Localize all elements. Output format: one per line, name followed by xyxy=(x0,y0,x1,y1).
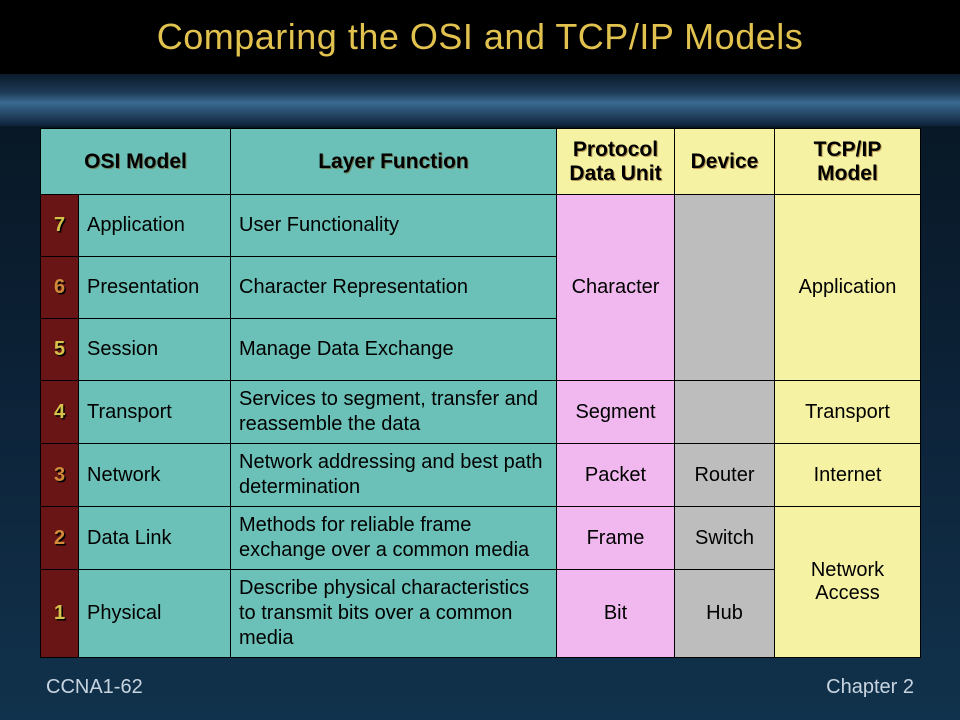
comparison-table: OSI Model Layer Function Protocol Data U… xyxy=(40,128,921,658)
device-765 xyxy=(675,195,775,381)
hdr-osi: OSI Model xyxy=(41,129,231,195)
layer-name: Physical xyxy=(79,570,231,658)
layer-name: Network xyxy=(79,444,231,507)
pdu-bit: Bit xyxy=(557,570,675,658)
device-4 xyxy=(675,381,775,444)
tcpip-application: Application xyxy=(775,195,921,381)
layer-func: Manage Data Exchange xyxy=(231,319,557,381)
page-title: Comparing the OSI and TCP/IP Models xyxy=(157,16,803,58)
layer-num: 2 xyxy=(41,507,79,570)
layer-num: 6 xyxy=(41,257,79,319)
pdu-packet: Packet xyxy=(557,444,675,507)
layer-func: Services to segment, transfer and reasse… xyxy=(231,381,557,444)
device-hub: Hub xyxy=(675,570,775,658)
table-row: 7 Application User Functionality Charact… xyxy=(41,195,921,257)
layer-func: Network addressing and best path determi… xyxy=(231,444,557,507)
tcpip-transport: Transport xyxy=(775,381,921,444)
footer-left: CCNA1-62 xyxy=(46,676,143,699)
layer-num: 3 xyxy=(41,444,79,507)
pdu-character: Character xyxy=(557,195,675,381)
layer-num: 4 xyxy=(41,381,79,444)
table-row: 3 Network Network addressing and best pa… xyxy=(41,444,921,507)
tcpip-internet: Internet xyxy=(775,444,921,507)
footer-right: Chapter 2 xyxy=(826,676,914,699)
table-header-row: OSI Model Layer Function Protocol Data U… xyxy=(41,129,921,195)
layer-name: Transport xyxy=(79,381,231,444)
device-router: Router xyxy=(675,444,775,507)
layer-name: Session xyxy=(79,319,231,381)
layer-func: Methods for reliable frame exchange over… xyxy=(231,507,557,570)
layer-name: Application xyxy=(79,195,231,257)
device-switch: Switch xyxy=(675,507,775,570)
tcpip-network-access: Network Access xyxy=(775,507,921,658)
table-row: 2 Data Link Methods for reliable frame e… xyxy=(41,507,921,570)
layer-func: User Functionality xyxy=(231,195,557,257)
layer-name: Presentation xyxy=(79,257,231,319)
hdr-pdu: Protocol Data Unit xyxy=(557,129,675,195)
layer-func: Describe physical characteristics to tra… xyxy=(231,570,557,658)
layer-num: 7 xyxy=(41,195,79,257)
layer-num: 5 xyxy=(41,319,79,381)
gradient-bar xyxy=(0,74,960,126)
table-row: 4 Transport Services to segment, transfe… xyxy=(41,381,921,444)
title-bar: Comparing the OSI and TCP/IP Models xyxy=(0,0,960,74)
layer-num: 1 xyxy=(41,570,79,658)
layer-func: Character Representation xyxy=(231,257,557,319)
pdu-frame: Frame xyxy=(557,507,675,570)
footer: CCNA1-62 Chapter 2 xyxy=(40,658,920,699)
pdu-segment: Segment xyxy=(557,381,675,444)
content-area: OSI Model Layer Function Protocol Data U… xyxy=(0,126,960,720)
layer-name: Data Link xyxy=(79,507,231,570)
hdr-dev: Device xyxy=(675,129,775,195)
hdr-tcpip: TCP/IP Model xyxy=(775,129,921,195)
hdr-func: Layer Function xyxy=(231,129,557,195)
